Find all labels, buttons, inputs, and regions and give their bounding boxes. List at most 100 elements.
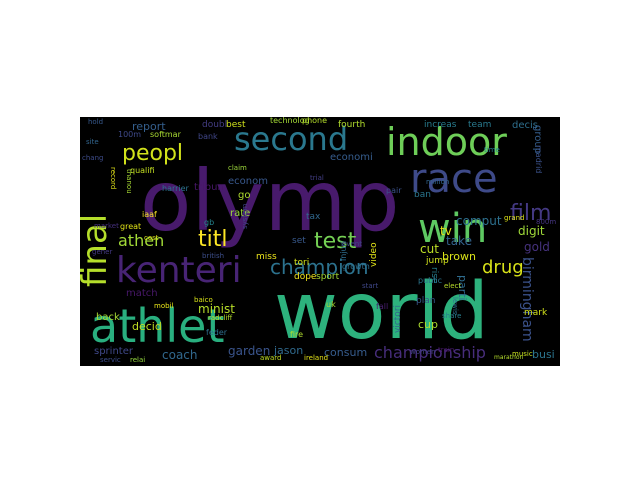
word: award xyxy=(260,354,282,362)
word: fire xyxy=(290,330,304,339)
word: miss xyxy=(256,252,277,262)
word: match xyxy=(126,288,158,299)
word: econom xyxy=(228,176,268,187)
word: 800m xyxy=(536,218,557,226)
word: elect xyxy=(444,282,462,290)
word: film xyxy=(510,201,552,226)
word: gold xyxy=(524,240,550,254)
word: championship xyxy=(374,343,486,362)
word: time xyxy=(484,146,500,154)
word: ban xyxy=(414,190,431,200)
word: win xyxy=(418,206,488,252)
word: video xyxy=(369,242,379,267)
word: set xyxy=(292,236,306,246)
word: second xyxy=(234,120,349,158)
word: athen xyxy=(118,231,165,250)
word: claim xyxy=(228,164,247,172)
word: team xyxy=(468,120,492,130)
word: busi xyxy=(532,348,555,361)
word: best xyxy=(226,120,246,130)
word: record xyxy=(109,167,117,190)
word: victori xyxy=(393,304,403,333)
word: titl xyxy=(198,227,228,252)
word: women xyxy=(410,348,436,356)
word: hold xyxy=(88,118,104,126)
word: champion xyxy=(270,255,369,279)
word: servic xyxy=(100,356,121,364)
word: jason xyxy=(274,344,304,357)
word: coach xyxy=(162,348,198,362)
word: sprinter xyxy=(94,346,133,357)
word: madrid xyxy=(534,145,543,174)
word: market xyxy=(94,222,119,230)
word-cloud: olymp world athlet kenteri race indoor s… xyxy=(80,117,560,366)
word: comput xyxy=(456,214,502,228)
word: jump xyxy=(426,256,449,266)
word: event xyxy=(342,240,362,248)
word: report xyxy=(132,120,166,133)
word: economi xyxy=(330,152,373,163)
word: tax xyxy=(306,212,321,222)
word: gb xyxy=(204,218,215,227)
word: dope xyxy=(294,272,317,282)
word: chang xyxy=(82,154,104,162)
word: public xyxy=(418,276,443,285)
word: trial xyxy=(310,174,324,182)
word: system xyxy=(241,203,249,229)
word: bank xyxy=(198,132,218,141)
word: radcliff xyxy=(208,314,233,322)
word: iaaf xyxy=(142,210,157,219)
word: phone xyxy=(302,117,328,125)
word: harrier xyxy=(162,184,189,193)
word: million xyxy=(426,178,450,186)
word: british xyxy=(202,252,225,260)
word: consum xyxy=(324,346,368,359)
word: garden xyxy=(228,344,271,358)
word: world xyxy=(274,267,489,357)
word: cup xyxy=(418,318,439,331)
word: softmar xyxy=(150,130,181,139)
word: plan xyxy=(416,296,436,306)
word: site xyxy=(86,138,99,146)
word: olymp xyxy=(140,152,400,250)
word: kenteri xyxy=(116,250,242,291)
word: brown xyxy=(442,250,476,263)
word: marathon xyxy=(494,354,524,361)
word: digit xyxy=(518,224,545,238)
word: growth xyxy=(342,262,370,271)
word: cost xyxy=(144,234,159,242)
word: 100m xyxy=(118,130,142,139)
word: lewis xyxy=(451,297,459,315)
word: sport xyxy=(316,272,340,282)
word: test xyxy=(314,229,357,254)
word: race xyxy=(410,156,498,202)
word: mobil xyxy=(154,302,174,310)
word: start xyxy=(362,282,379,290)
word: decis xyxy=(512,120,538,131)
word: grand xyxy=(504,214,525,222)
word: back xyxy=(96,312,120,323)
word: fall xyxy=(376,302,389,311)
word: cut xyxy=(420,242,439,256)
word: minist xyxy=(198,302,235,316)
word: tv xyxy=(440,224,452,238)
word: uk xyxy=(326,300,336,309)
word: gener xyxy=(92,248,113,256)
word: baico xyxy=(194,296,213,304)
word: rate xyxy=(230,208,251,219)
word: tribun xyxy=(194,182,224,193)
word: decid xyxy=(132,320,162,333)
word: fourth xyxy=(338,120,366,130)
word: doubl xyxy=(202,120,228,130)
word: music xyxy=(512,350,533,358)
word: take xyxy=(446,234,472,248)
word: qualifi xyxy=(130,166,155,175)
word: train xyxy=(438,346,455,354)
word: relai xyxy=(130,356,146,364)
word: thanou xyxy=(125,169,133,194)
word: birmingham xyxy=(519,257,535,342)
word: mark xyxy=(524,308,548,318)
word: feder xyxy=(206,328,228,337)
word: pair xyxy=(386,186,402,195)
word: technolog xyxy=(270,117,310,125)
